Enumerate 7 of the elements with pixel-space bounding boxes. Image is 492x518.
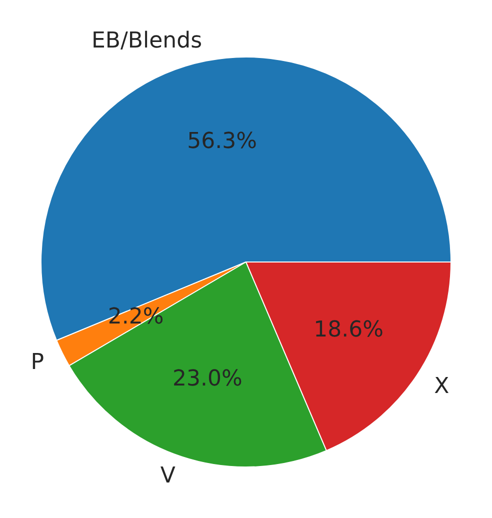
- slice-label: P: [30, 350, 44, 375]
- data-label: 23.0%: [172, 366, 242, 392]
- slice-label: X: [434, 374, 450, 399]
- data-label: 18.6%: [314, 317, 384, 342]
- slice-label: EB/Blends: [92, 28, 202, 54]
- slice-label: V: [160, 464, 176, 489]
- data-label: 56.3%: [187, 128, 257, 154]
